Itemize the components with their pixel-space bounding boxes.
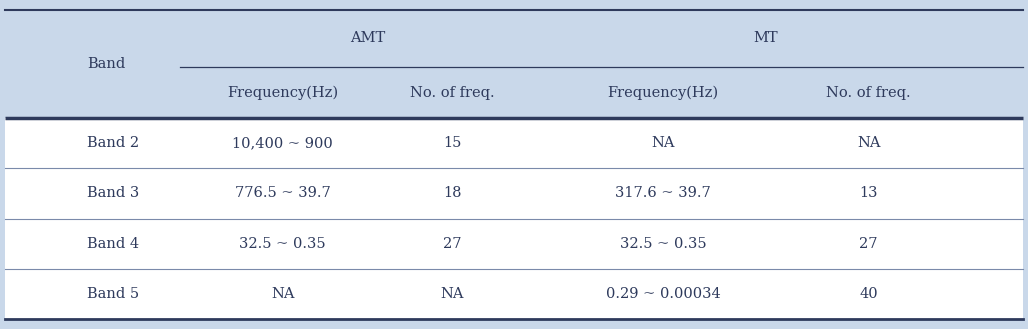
Text: 27: 27	[443, 237, 462, 251]
Text: Band 2: Band 2	[87, 136, 140, 150]
Text: 32.5 ~ 0.35: 32.5 ~ 0.35	[240, 237, 326, 251]
Text: Frequency(Hz): Frequency(Hz)	[608, 86, 719, 100]
Text: AMT: AMT	[350, 32, 386, 45]
Text: NA: NA	[652, 136, 674, 150]
Text: 27: 27	[859, 237, 878, 251]
Text: No. of freq.: No. of freq.	[827, 86, 911, 100]
Text: Band: Band	[87, 57, 125, 71]
Text: 317.6 ~ 39.7: 317.6 ~ 39.7	[615, 187, 711, 200]
Text: Band 3: Band 3	[87, 187, 140, 200]
Text: 13: 13	[859, 187, 878, 200]
Text: 32.5 ~ 0.35: 32.5 ~ 0.35	[620, 237, 706, 251]
Text: NA: NA	[441, 287, 464, 301]
Text: NA: NA	[271, 287, 294, 301]
Text: Frequency(Hz): Frequency(Hz)	[227, 86, 338, 100]
Text: 776.5 ~ 39.7: 776.5 ~ 39.7	[234, 187, 331, 200]
Text: NA: NA	[857, 136, 880, 150]
Text: No. of freq.: No. of freq.	[410, 86, 494, 100]
Text: MT: MT	[754, 32, 778, 45]
Bar	[5, 118, 1023, 319]
Text: 15: 15	[443, 136, 462, 150]
Text: Band 5: Band 5	[87, 287, 140, 301]
Text: 18: 18	[443, 187, 462, 200]
Text: 40: 40	[859, 287, 878, 301]
Text: Band 4: Band 4	[87, 237, 140, 251]
Text: 0.29 ~ 0.00034: 0.29 ~ 0.00034	[605, 287, 721, 301]
Text: 10,400 ~ 900: 10,400 ~ 900	[232, 136, 333, 150]
